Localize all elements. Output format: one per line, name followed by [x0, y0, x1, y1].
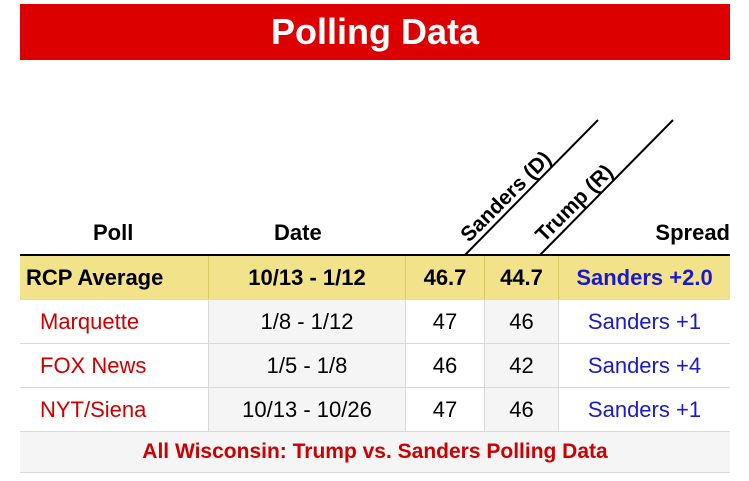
table-header: Poll Date Spread	[20, 210, 730, 256]
trump-value: 42	[484, 344, 559, 387]
spread-value[interactable]: Sanders +1	[587, 308, 702, 334]
sanders-value: 46	[432, 352, 458, 378]
rcp-average-row: RCP Average 10/13 - 1/12 46.7 44.7 Sande…	[20, 256, 730, 300]
poll-date: 1/5 - 1/8	[208, 344, 406, 387]
table-row: NYT/Siena 10/13 - 10/26 47 46 Sanders +1	[20, 388, 730, 432]
date-column-header[interactable]: Date	[274, 220, 322, 245]
spread-value[interactable]: Sanders +1	[587, 396, 702, 422]
all-polls-link[interactable]: All Wisconsin: Trump vs. Sanders Polling…	[20, 432, 730, 473]
poll-name: RCP Average	[26, 264, 164, 290]
table-row: FOX News 1/5 - 1/8 46 42 Sanders +4	[20, 344, 730, 388]
poll-date: 10/13 - 10/26	[208, 388, 406, 431]
table-row: Marquette 1/8 - 1/12 47 46 Sanders +1	[20, 300, 730, 344]
polling-table: RCP Average 10/13 - 1/12 46.7 44.7 Sande…	[20, 256, 730, 473]
trump-value: 44.7	[484, 256, 559, 299]
poll-name-link[interactable]: NYT/Siena	[40, 396, 147, 422]
poll-name-link[interactable]: FOX News	[40, 352, 147, 378]
sanders-value: 46.7	[423, 264, 467, 290]
spread-value[interactable]: Sanders +2.0	[576, 264, 713, 290]
poll-name-link[interactable]: Marquette	[40, 308, 140, 334]
poll-date: 1/8 - 1/12	[208, 300, 406, 343]
sanders-value: 47	[432, 396, 458, 422]
trump-value: 46	[484, 300, 559, 343]
poll-column-header[interactable]: Poll	[93, 220, 134, 245]
spread-value[interactable]: Sanders +4	[587, 352, 702, 378]
trump-value: 46	[484, 388, 559, 431]
page-title: Polling Data	[20, 4, 730, 60]
poll-date: 10/13 - 1/12	[208, 256, 406, 299]
sanders-value: 47	[432, 308, 458, 334]
spread-column-header[interactable]: Spread	[655, 220, 730, 245]
